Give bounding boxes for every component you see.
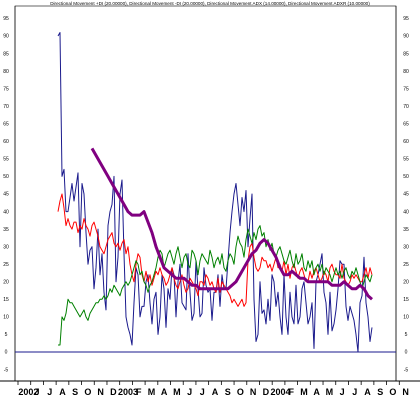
series-line-4	[90, 147, 373, 301]
y-tick-label-left: 40	[3, 209, 9, 215]
y-tick-label-right: 5	[405, 332, 408, 338]
y-tick-label-left: 5	[5, 332, 8, 338]
y-tick-label-right: 70	[403, 104, 409, 110]
y-tick-label-left: 45	[3, 192, 9, 198]
x-tick-label: 2003	[118, 387, 138, 397]
y-tick-label-left: 50	[3, 174, 9, 180]
x-tick-label: S	[377, 387, 383, 397]
y-tick-label-left: 85	[3, 51, 9, 57]
y-tick-label-left: 75	[3, 86, 9, 92]
y-tick-label-right: 65	[403, 121, 409, 127]
x-tick-label: O	[237, 387, 244, 397]
x-tick-label: A	[212, 387, 219, 397]
x-tick-label: O	[84, 387, 91, 397]
y-tick-label-right: 55	[403, 157, 409, 163]
x-tick-label: O	[389, 387, 396, 397]
y-tick-label-right: 35	[403, 227, 409, 233]
x-tick-label: M	[300, 387, 308, 397]
y-tick-label-right: 75	[403, 86, 409, 92]
y-tick-label-left: 20	[3, 279, 9, 285]
y-tick-label-left: 30	[3, 244, 9, 250]
y-tick-label-left: 65	[3, 121, 9, 127]
x-tick-label: 2002	[18, 387, 38, 397]
y-tick-label-left: 60	[3, 139, 9, 145]
x-tick-label: 2004	[271, 387, 291, 397]
y-tick-label-right: 40	[403, 209, 409, 215]
x-tick-label: A	[364, 387, 371, 397]
y-tick-label-right: 25	[403, 262, 409, 268]
y-tick-label-right: 30	[403, 244, 409, 250]
y-tick-label-left: 15	[3, 297, 9, 303]
series-line-1	[57, 32, 373, 353]
x-tick-label: F	[289, 387, 295, 397]
x-tick-label: M	[148, 387, 156, 397]
x-tick-label: A	[161, 387, 168, 397]
x-tick-label: S	[72, 387, 78, 397]
x-tick-label: J	[35, 387, 40, 397]
x-tick-label: N	[97, 387, 104, 397]
y-tick-label-left: 80	[3, 69, 9, 75]
x-tick-label: D	[110, 387, 117, 397]
y-tick-label-right: 95	[403, 16, 409, 22]
x-tick-label: J	[187, 387, 192, 397]
x-tick-label: F	[136, 387, 142, 397]
plot-frame	[14, 5, 397, 382]
y-tick-label-left: 90	[3, 34, 9, 40]
x-tick-label: S	[225, 387, 231, 397]
x-tick-label: M	[326, 387, 334, 397]
y-tick-label-left: 95	[3, 16, 9, 22]
y-tick-label-left: 70	[3, 104, 9, 110]
y-tick-label-right: 0	[405, 350, 408, 356]
y-tick-label-left: -5	[4, 367, 9, 373]
chart-title: Directional Movement +DI (20.00000), Dir…	[50, 1, 370, 6]
x-tick-label: D	[263, 387, 270, 397]
y-tick-label-right: 60	[403, 139, 409, 145]
y-tick-label-right: 20	[403, 279, 409, 285]
y-tick-label-right: 85	[403, 51, 409, 57]
x-tick-label: A	[59, 387, 66, 397]
y-tick-label-right: 90	[403, 34, 409, 40]
y-tick-label-right: -5	[404, 367, 409, 373]
y-tick-label-left: 35	[3, 227, 9, 233]
y-tick-label-right: 10	[403, 315, 409, 321]
x-tick-label: M	[173, 387, 181, 397]
x-tick-label: J	[352, 387, 357, 397]
y-tick-label-right: 45	[403, 192, 409, 198]
series-layer	[57, 32, 373, 353]
x-tick-label: J	[47, 387, 52, 397]
y-tick-label-left: 0	[5, 350, 8, 356]
x-tick-label: N	[402, 387, 409, 397]
x-tick-label: J	[340, 387, 345, 397]
y-tick-label-left: 55	[3, 157, 9, 163]
y-tick-label-left: 10	[3, 315, 9, 321]
x-tick-label: A	[313, 387, 320, 397]
y-tick-label-right: 80	[403, 69, 409, 75]
x-tick-label: N	[250, 387, 257, 397]
y-tick-label-right: 50	[403, 174, 409, 180]
y-tick-label-right: 15	[403, 297, 409, 303]
y-tick-label-left: 25	[3, 262, 9, 268]
series-line-3	[58, 225, 373, 346]
x-tick-label: J	[200, 387, 205, 397]
